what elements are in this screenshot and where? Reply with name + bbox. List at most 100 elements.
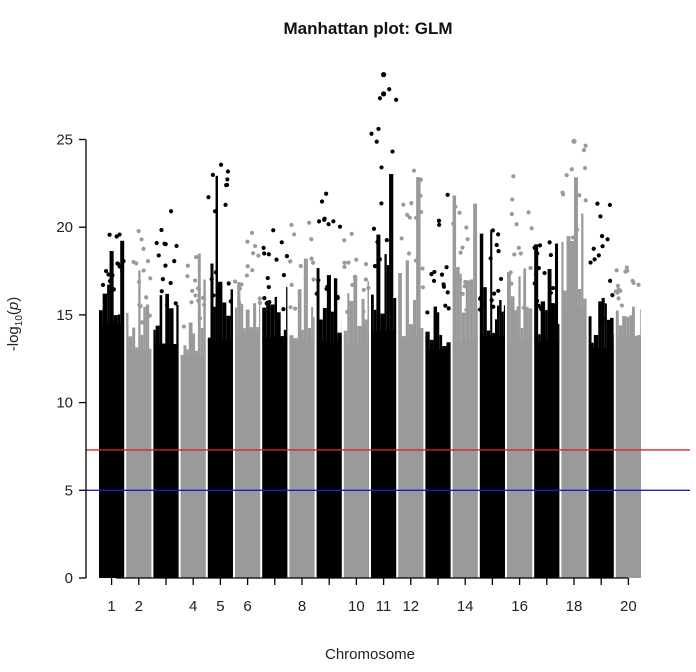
chromosome-13-point: [437, 222, 442, 227]
chromosome-14-point: [463, 279, 468, 285]
chromosome-17-point: [536, 266, 541, 271]
chromosome-2-point: [136, 229, 141, 234]
y-tick-label: 20: [56, 219, 73, 236]
chromosome-4-spike: [183, 345, 187, 357]
chromosome-6-body: [235, 332, 261, 578]
outlier-point: [381, 72, 387, 78]
chromosome-4-point: [196, 298, 201, 303]
chromosome-18-spike: [570, 240, 574, 311]
chromosome-15-point: [496, 249, 501, 254]
chromosome-3-point: [168, 209, 174, 214]
chromosome-19-point: [596, 253, 601, 258]
chromosome-11-point: [377, 257, 382, 262]
chromosome-6-point: [250, 268, 255, 273]
chromosome-8-point: [289, 222, 294, 228]
chromosome-13-point: [441, 284, 447, 289]
chromosome-2-point: [136, 279, 142, 285]
chromosome-20-spike: [629, 315, 632, 337]
chromosome-18-point: [577, 193, 582, 198]
chromosome-9-point: [324, 191, 329, 196]
chromosome-1-point: [100, 282, 106, 288]
chromosome-3-point: [159, 227, 164, 233]
chromosome-3-body: [153, 344, 179, 578]
chromosome-5-spike: [213, 306, 216, 343]
chromosome-4-point: [202, 302, 207, 307]
chromosome-19-body: [588, 348, 614, 578]
chromosome-18-spike: [583, 298, 587, 311]
x-tick-label: 14: [457, 598, 474, 615]
chromosome-6-spike: [256, 327, 259, 334]
x-tick-label: 10: [348, 598, 365, 615]
chromosome-11-point: [369, 131, 374, 136]
chromosome-7-point: [281, 273, 287, 278]
chromosome-15-point: [496, 288, 501, 293]
chromosome-2-point: [147, 313, 152, 318]
chromosome-2-spike: [138, 270, 141, 351]
chromosome-6-spike: [253, 303, 257, 334]
chromosome-11-spike: [380, 313, 385, 332]
chromosome-16-spike: [510, 296, 515, 343]
chromosome-9-spike: [322, 307, 327, 343]
chromosome-15-spike: [501, 311, 504, 337]
chromosome-5-point: [225, 177, 230, 182]
chromosome-16-point: [510, 197, 515, 202]
chromosome-8-point: [292, 232, 297, 237]
chromosome-10-point: [354, 257, 359, 262]
chromosome-6-point: [239, 282, 244, 287]
chromosome-8-point: [307, 220, 312, 225]
chromosome-19-point: [600, 244, 605, 249]
chromosome-14-body: [452, 341, 478, 578]
chromosome-8-points: [288, 220, 316, 578]
chromosome-19-point: [599, 234, 605, 239]
chromosome-6-point: [249, 230, 255, 235]
chromosome-18-point: [561, 192, 566, 197]
chromosome-10-point: [342, 264, 347, 270]
chromosome-4-spike: [180, 354, 184, 357]
chromosome-3-spike: [155, 325, 160, 346]
chromosome-8-body: [289, 341, 315, 578]
chromosome-1-point: [107, 232, 112, 237]
y-tick-label: 10: [56, 395, 73, 412]
chromosome-3-spike: [159, 295, 163, 346]
chromosome-15-spike: [496, 305, 500, 337]
chromosome-1-spike: [107, 284, 110, 325]
chromosome-17-point: [539, 306, 544, 312]
chromosome-8-spike: [301, 329, 304, 343]
chromosome-4-point: [196, 286, 201, 291]
chromosome-6-spike: [243, 328, 246, 334]
chromosome-8-point: [303, 276, 308, 282]
chromosome-7-spike: [280, 336, 284, 339]
chromosome-14-spike: [477, 308, 478, 343]
y-axis-label-prefix: -log: [5, 326, 22, 351]
chromosome-19-point: [595, 201, 600, 206]
chromosome-6-point: [253, 243, 258, 249]
chromosome-6-point: [244, 273, 250, 278]
chromosome-16-body: [507, 341, 533, 578]
chromosome-12-spike: [408, 324, 413, 339]
chromosome-4-spike: [203, 279, 206, 357]
chromosome-10-point: [345, 309, 350, 314]
chromosome-16-point: [514, 222, 519, 227]
chromosome-7-spike: [283, 329, 287, 339]
chromosome-14-point: [451, 221, 456, 226]
chromosome-17-point: [532, 245, 537, 250]
chromosome-2-body: [126, 349, 152, 578]
chromosome-15-point: [478, 296, 483, 301]
chromosome-1-point: [120, 268, 125, 273]
chromosome-14-point: [460, 245, 465, 250]
x-tick-label: 18: [566, 598, 583, 615]
chromosome-15-point: [498, 276, 504, 282]
chromosome-14-point: [460, 291, 465, 297]
chromosome-9-point: [316, 278, 321, 283]
y-tick-label: 15: [56, 307, 73, 324]
chromosome-3-point: [160, 277, 165, 282]
chromosome-7-point: [281, 307, 286, 312]
chromosome-6-points: [233, 230, 263, 578]
chromosome-3-point: [164, 303, 170, 308]
chromosome-19-spike: [588, 316, 592, 350]
chromosome-20-spike: [622, 316, 627, 337]
chromosome-7-spike: [266, 300, 271, 339]
chromosome-12-point: [399, 236, 404, 241]
chromosome-8-point: [292, 306, 298, 311]
chromosome-13-spike: [425, 331, 430, 351]
